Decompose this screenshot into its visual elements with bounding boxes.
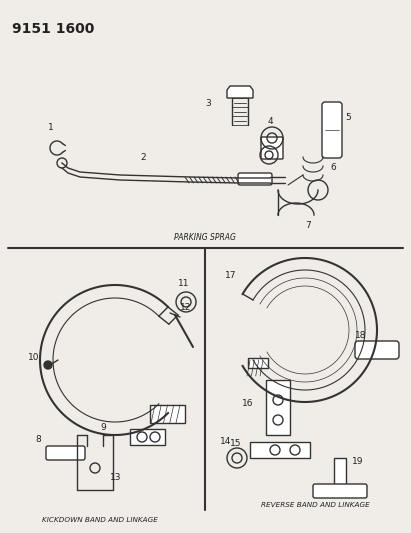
- FancyBboxPatch shape: [130, 429, 165, 445]
- Text: PARKING SPRAG: PARKING SPRAG: [174, 233, 236, 242]
- Text: 14: 14: [220, 438, 231, 447]
- FancyBboxPatch shape: [266, 380, 290, 435]
- FancyBboxPatch shape: [355, 341, 399, 359]
- Text: 12: 12: [180, 303, 192, 312]
- Text: 17: 17: [225, 271, 236, 279]
- FancyBboxPatch shape: [334, 458, 346, 488]
- Text: 2: 2: [140, 154, 145, 163]
- FancyBboxPatch shape: [250, 442, 310, 458]
- Text: 3: 3: [205, 99, 211, 108]
- Text: 9151 1600: 9151 1600: [12, 22, 95, 36]
- Text: 19: 19: [352, 457, 363, 466]
- Text: REVERSE BAND AND LINKAGE: REVERSE BAND AND LINKAGE: [261, 502, 369, 508]
- FancyBboxPatch shape: [261, 137, 283, 159]
- Text: 18: 18: [355, 330, 367, 340]
- Text: 5: 5: [345, 114, 351, 123]
- FancyBboxPatch shape: [150, 405, 185, 423]
- Text: 9: 9: [100, 424, 106, 432]
- Text: 10: 10: [28, 353, 39, 362]
- Text: 6: 6: [330, 164, 336, 173]
- FancyBboxPatch shape: [46, 446, 85, 460]
- Text: 4: 4: [268, 117, 274, 126]
- Text: 16: 16: [242, 400, 254, 408]
- Text: 11: 11: [178, 279, 189, 288]
- Text: 7: 7: [305, 221, 311, 230]
- FancyBboxPatch shape: [238, 173, 272, 185]
- Text: 13: 13: [110, 473, 122, 482]
- Text: KICKDOWN BAND AND LINKAGE: KICKDOWN BAND AND LINKAGE: [42, 517, 158, 523]
- FancyBboxPatch shape: [313, 484, 367, 498]
- Text: 1: 1: [48, 123, 54, 132]
- Circle shape: [44, 361, 52, 369]
- FancyBboxPatch shape: [248, 358, 268, 368]
- Text: 8: 8: [35, 435, 41, 445]
- FancyBboxPatch shape: [322, 102, 342, 158]
- Text: 15: 15: [230, 439, 242, 448]
- Polygon shape: [227, 86, 253, 98]
